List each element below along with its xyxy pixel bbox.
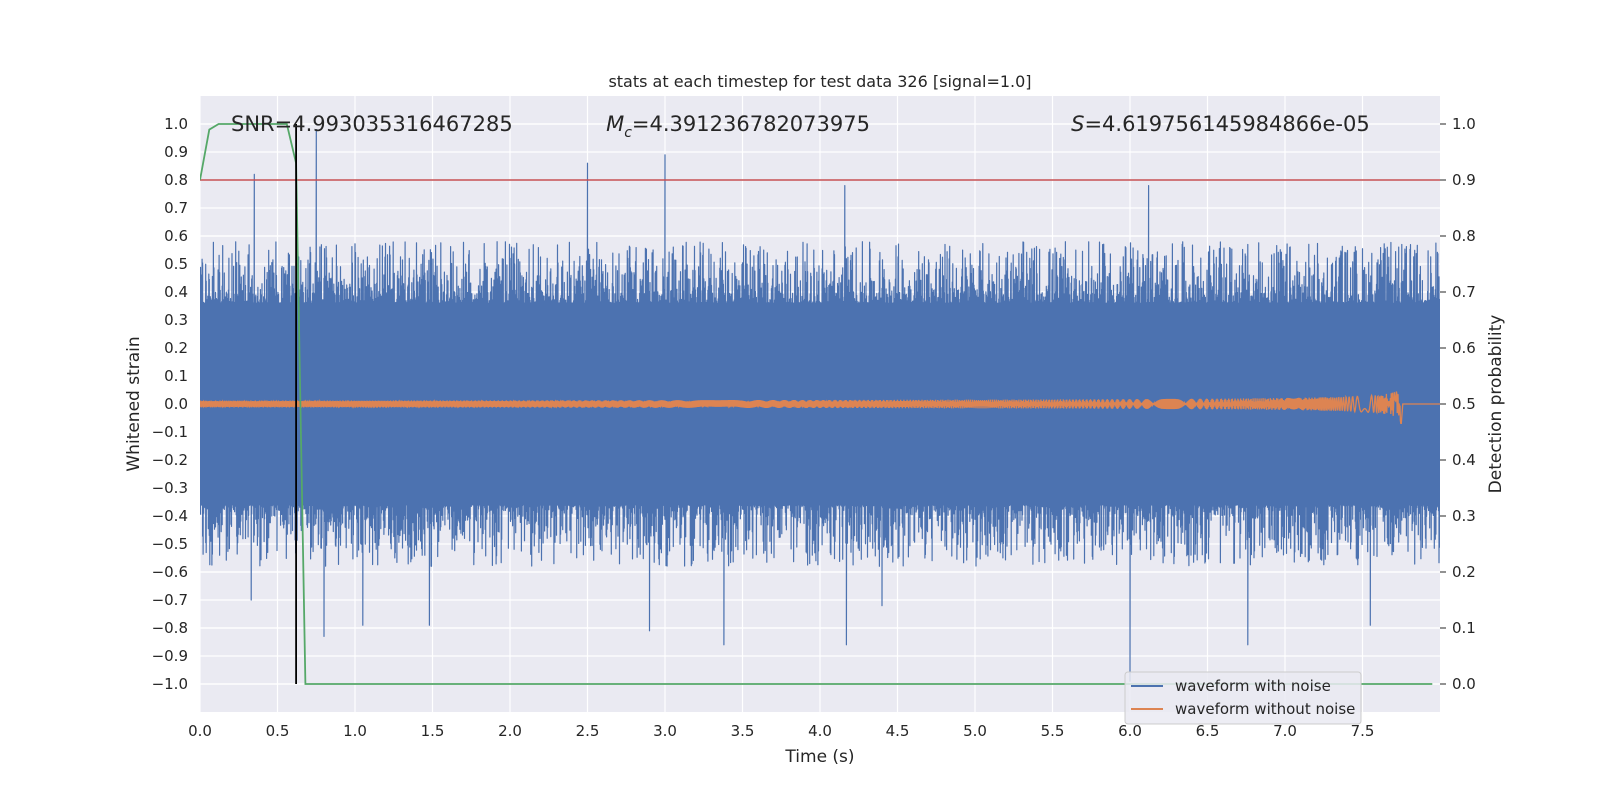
overlay-lines — [200, 123, 1440, 685]
chirp-mass-symbol: M — [606, 112, 624, 136]
x-tick-label: 2.5 — [576, 722, 600, 740]
s-annotation: S=4.619756145984866e-05 — [1071, 112, 1370, 136]
x-tick-label: 4.5 — [886, 722, 910, 740]
y-axis-left: 1.0 0.9 0.8 0.7 0.6 0.5 0.4 0.3 0.2 0.1 0.0 −0.1 −0.… — [152, 115, 188, 693]
y-tick-label: −0.9 — [152, 647, 188, 665]
y-tick-label: −0.7 — [152, 591, 188, 609]
y2-tick-label: 0.6 — [1452, 339, 1476, 357]
x-tick-label: 1.5 — [421, 722, 445, 740]
y2-tick-label: 0.7 — [1452, 283, 1476, 301]
y-tick-label: 0.3 — [164, 311, 188, 329]
y2-tick-label: 0.8 — [1452, 227, 1476, 245]
y-tick-label: −0.6 — [152, 563, 188, 581]
chirp-mass-value: =4.391236782073975 — [632, 112, 870, 136]
y-tick-label: 0.6 — [164, 227, 188, 245]
y-tick-label: 0.2 — [164, 339, 188, 357]
y2-tick-label: 0.9 — [1452, 171, 1476, 189]
x-tick-label: 5.0 — [963, 722, 987, 740]
y-tick-label: −0.4 — [152, 507, 188, 525]
snr-annotation: SNR=4.993035316467285 — [231, 112, 513, 136]
y-tick-label: 1.0 — [164, 115, 188, 133]
legend-box — [1124, 671, 1362, 725]
y-tick-label: −0.1 — [152, 423, 188, 441]
x-axis: 0.0 0.5 1.0 1.5 2.0 2.5 3.0 3.5 4.0 4.5 5.0 5.5 6.0 6… — [188, 722, 1374, 740]
s-value: =4.619756145984866e-05 — [1084, 112, 1369, 136]
y-tick-label: 0.5 — [164, 255, 188, 273]
y-tick-label: 0.1 — [164, 367, 188, 385]
y-tick-label: 0.0 — [164, 395, 188, 413]
chirp-mass-annotation: Mc=4.391236782073975 — [606, 112, 870, 141]
y-tick-label: −0.8 — [152, 619, 188, 637]
y2-axis-label: Detection probability — [1486, 315, 1506, 494]
x-tick-label: 3.0 — [653, 722, 677, 740]
legend-label-clean: waveform without noise — [1175, 700, 1355, 718]
x-tick-label: 6.5 — [1196, 722, 1220, 740]
y-axis-label: Whitened strain — [124, 336, 144, 471]
y-tick-label: −0.5 — [152, 535, 188, 553]
y2-tick-label: 0.0 — [1452, 675, 1476, 693]
y-tick-label: −1.0 — [152, 675, 188, 693]
series-waveform-without-noise — [200, 391, 1440, 425]
x-tick-label: 0.0 — [188, 722, 212, 740]
y2-tick-label: 0.5 — [1452, 395, 1476, 413]
x-tick-label: 6.0 — [1118, 722, 1142, 740]
y-tick-label: 0.9 — [164, 143, 188, 161]
y2-tick-label: 0.1 — [1452, 619, 1476, 637]
x-axis-label: Time (s) — [784, 747, 854, 767]
x-tick-label: 2.0 — [498, 722, 522, 740]
x-tick-label: 1.0 — [343, 722, 367, 740]
y-tick-label: 0.7 — [164, 199, 188, 217]
x-tick-label: 5.5 — [1041, 722, 1065, 740]
detection-probability-line — [200, 123, 1433, 685]
x-tick-label: 7.0 — [1273, 722, 1297, 740]
legend-label-noise: waveform with noise — [1175, 677, 1331, 695]
x-tick-label: 7.5 — [1351, 722, 1375, 740]
legend: waveform with noise waveform without noi… — [1124, 671, 1362, 725]
x-tick-label: 4.0 — [808, 722, 832, 740]
y-axis-right: 1.0 0.9 0.8 0.7 0.6 0.5 0.4 0.3 0.2 0.1 0.0 — [1440, 115, 1476, 693]
y-tick-label: 0.4 — [164, 283, 188, 301]
y2-tick-label: 0.3 — [1452, 507, 1476, 525]
y2-tick-label: 0.4 — [1452, 451, 1476, 469]
y-tick-label: −0.3 — [152, 479, 188, 497]
chirp-mass-subscript: c — [624, 125, 632, 141]
s-symbol: S — [1071, 112, 1084, 136]
waveform-without-noise-line — [200, 391, 1440, 425]
y2-tick-label: 1.0 — [1452, 115, 1476, 133]
x-tick-label: 3.5 — [731, 722, 755, 740]
y-tick-label: −0.2 — [152, 451, 188, 469]
chart-title: stats at each timestep for test data 326… — [608, 72, 1031, 91]
x-tick-label: 0.5 — [266, 722, 290, 740]
y2-tick-label: 0.2 — [1452, 563, 1476, 581]
y-tick-label: 0.8 — [164, 171, 188, 189]
